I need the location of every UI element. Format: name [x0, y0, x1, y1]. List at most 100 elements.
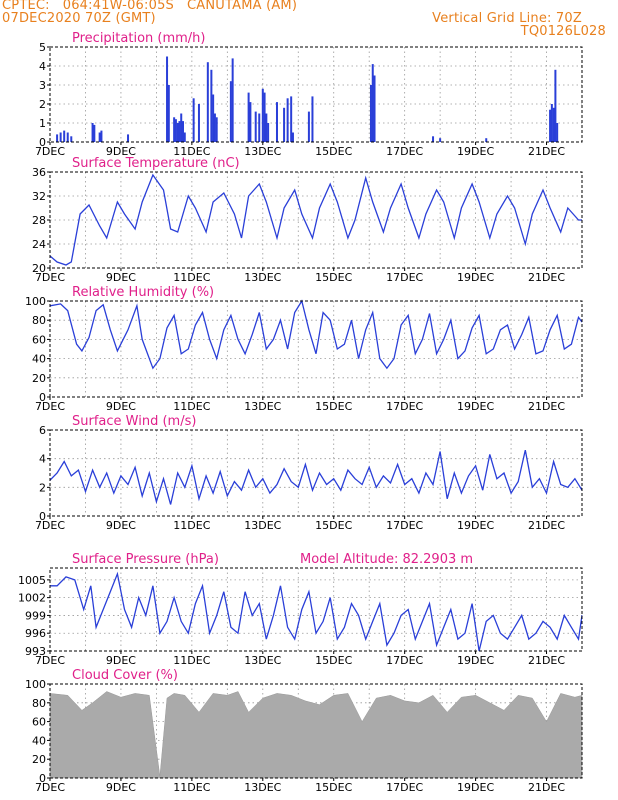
x-tick-label: 15DEC	[315, 271, 352, 284]
x-tick-label: 17DEC	[386, 271, 423, 284]
precip-bar	[197, 104, 200, 142]
precip-bar	[210, 69, 213, 142]
precip-bar	[215, 117, 218, 142]
precip-bar	[93, 124, 96, 142]
precip-bar	[307, 111, 310, 142]
x-tick-label: 17DEC	[386, 145, 423, 158]
grid-line-note: Vertical Grid Line: 70Z	[432, 11, 582, 26]
precip-bar	[213, 113, 216, 142]
precip-bar	[550, 104, 553, 142]
x-tick-label: 21DEC	[528, 400, 565, 413]
precip-bar	[286, 98, 289, 142]
precip-bar	[91, 123, 94, 142]
y-tick-label: 4	[39, 453, 46, 466]
y-tick-label: 40	[32, 734, 46, 747]
y-tick-label: 32	[32, 190, 46, 203]
x-tick-label: 11DEC	[173, 271, 210, 284]
precip-bar	[70, 136, 73, 142]
cloud-cover-area	[49, 691, 583, 779]
y-tick-label: 36	[32, 166, 46, 179]
x-tick-label: 19DEC	[457, 519, 494, 532]
precip-bar	[369, 85, 372, 142]
series-line	[49, 299, 583, 370]
y-tick-label: 0	[39, 510, 46, 523]
x-tick-label: 9DEC	[106, 781, 136, 794]
x-tick-label: 19DEC	[457, 145, 494, 158]
x-tick-label: 9DEC	[106, 519, 136, 532]
y-tick-label: 999	[25, 609, 46, 622]
model-altitude-label: Model Altitude: 82.2903 m	[300, 552, 473, 567]
x-tick-label: 17DEC	[386, 654, 423, 667]
panel-frame	[49, 46, 583, 143]
y-tick-label: 993	[25, 645, 46, 658]
x-tick-label: 7DEC	[35, 145, 65, 158]
precip-bar	[66, 132, 69, 142]
precip-bar	[261, 88, 264, 142]
panel-title: Relative Humidity (%)	[72, 285, 214, 300]
x-tick-label: 21DEC	[528, 271, 565, 284]
plot-area	[50, 47, 582, 142]
x-tick-label: 19DEC	[457, 400, 494, 413]
x-tick-label: 17DEC	[386, 400, 423, 413]
y-tick-label: 100	[25, 678, 46, 691]
precip-bar	[173, 117, 176, 142]
x-tick-label: 19DEC	[457, 271, 494, 284]
panel-title: Precipitation (mm/h)	[72, 31, 205, 46]
precip-bar	[267, 123, 270, 142]
x-tick-label: 7DEC	[35, 654, 65, 667]
precip-bar	[258, 113, 261, 142]
x-tick-label: 19DEC	[457, 781, 494, 794]
x-tick-label: 13DEC	[244, 400, 281, 413]
panel-3	[47, 299, 583, 400]
y-tick-label: 1002	[18, 592, 46, 605]
x-tick-label: 21DEC	[528, 781, 565, 794]
y-tick-label: 100	[25, 295, 46, 308]
precip-bar	[552, 107, 555, 142]
y-tick-label: 0	[39, 136, 46, 149]
precip-bar	[263, 92, 266, 142]
precip-bar	[56, 134, 59, 142]
y-tick-label: 5	[39, 41, 46, 54]
plot-area	[50, 430, 582, 516]
x-tick-label: 15DEC	[315, 400, 352, 413]
x-tick-label: 7DEC	[35, 781, 65, 794]
x-tick-label: 11DEC	[173, 400, 210, 413]
panel-frame	[49, 300, 583, 398]
x-tick-label: 9DEC	[106, 271, 136, 284]
precip-bar	[206, 62, 209, 143]
precip-bar	[192, 98, 195, 142]
y-tick-label: 80	[32, 314, 46, 327]
x-tick-label: 21DEC	[528, 654, 565, 667]
x-tick-label: 11DEC	[173, 654, 210, 667]
precip-bar	[231, 58, 234, 142]
y-tick-label: 2	[39, 481, 46, 494]
panel-4	[47, 429, 583, 519]
y-tick-label: 1	[39, 117, 46, 130]
panel-frame	[49, 429, 583, 517]
series-line	[49, 449, 583, 505]
precip-bar	[432, 136, 435, 142]
precip-bar	[63, 130, 66, 142]
precip-bar	[180, 113, 183, 142]
x-tick-label: 15DEC	[315, 781, 352, 794]
precip-bar	[176, 123, 179, 142]
precip-bar	[549, 109, 552, 142]
precip-bar	[275, 102, 278, 142]
x-tick-label: 15DEC	[315, 654, 352, 667]
x-tick-label: 21DEC	[528, 519, 565, 532]
y-tick-label: 0	[39, 391, 46, 404]
precip-bar	[212, 94, 215, 142]
y-tick-label: 996	[25, 627, 46, 640]
y-tick-label: 1005	[18, 574, 46, 587]
precip-bar	[174, 119, 177, 142]
y-tick-label: 40	[32, 353, 46, 366]
plot-area	[50, 568, 582, 651]
x-tick-label: 9DEC	[106, 654, 136, 667]
y-tick-label: 20	[32, 372, 46, 385]
precip-bar	[556, 123, 559, 142]
x-tick-label: 7DEC	[35, 400, 65, 413]
y-tick-label: 60	[32, 716, 46, 729]
y-tick-label: 20	[32, 262, 46, 275]
panel-2	[47, 171, 583, 271]
precip-bar	[373, 75, 376, 142]
